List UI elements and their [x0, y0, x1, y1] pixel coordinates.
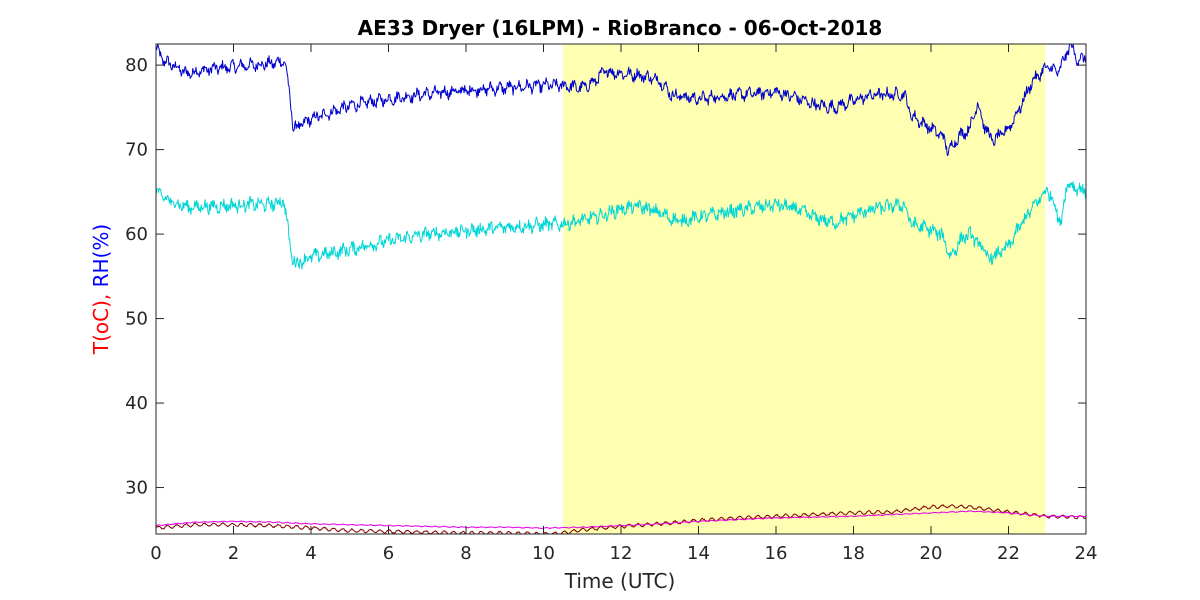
- x-tick-label: 10: [532, 543, 555, 564]
- x-tick-label: 24: [1075, 543, 1098, 564]
- y-axis-label-part: T(oC),: [89, 287, 113, 355]
- x-axis-label: Time (UTC): [564, 569, 676, 593]
- y-tick-label: 50: [125, 309, 148, 330]
- y-axis-label: T(oC), RH(%): [89, 224, 113, 355]
- y-tick-label: 30: [125, 478, 148, 499]
- y-axis-label-part: RH(%): [89, 224, 113, 288]
- y-tick-label: 40: [125, 393, 148, 414]
- x-tick-label: 12: [610, 543, 633, 564]
- series-line: [155, 43, 1087, 157]
- x-tick-label: 2: [228, 543, 239, 564]
- x-tick-label: 20: [920, 543, 943, 564]
- x-tick-label: 22: [997, 543, 1020, 564]
- shaded-band-layer: [562, 44, 1046, 534]
- x-tick-label: 8: [460, 543, 471, 564]
- series-line: [155, 510, 1087, 529]
- y-tick-label: 60: [125, 224, 148, 245]
- x-tick-label: 0: [150, 543, 161, 564]
- y-tick-label: 80: [125, 55, 148, 76]
- x-tick-label: 6: [383, 543, 394, 564]
- x-tick-label: 4: [305, 543, 316, 564]
- series-line: [155, 181, 1087, 270]
- shaded-band: [562, 44, 1046, 534]
- x-tick-label: 18: [842, 543, 865, 564]
- x-tick-label: 14: [687, 543, 710, 564]
- chart-title: AE33 Dryer (16LPM) - RioBranco - 06-Oct-…: [358, 16, 883, 40]
- x-tick-label: 16: [765, 543, 788, 564]
- y-tick-label: 70: [125, 140, 148, 161]
